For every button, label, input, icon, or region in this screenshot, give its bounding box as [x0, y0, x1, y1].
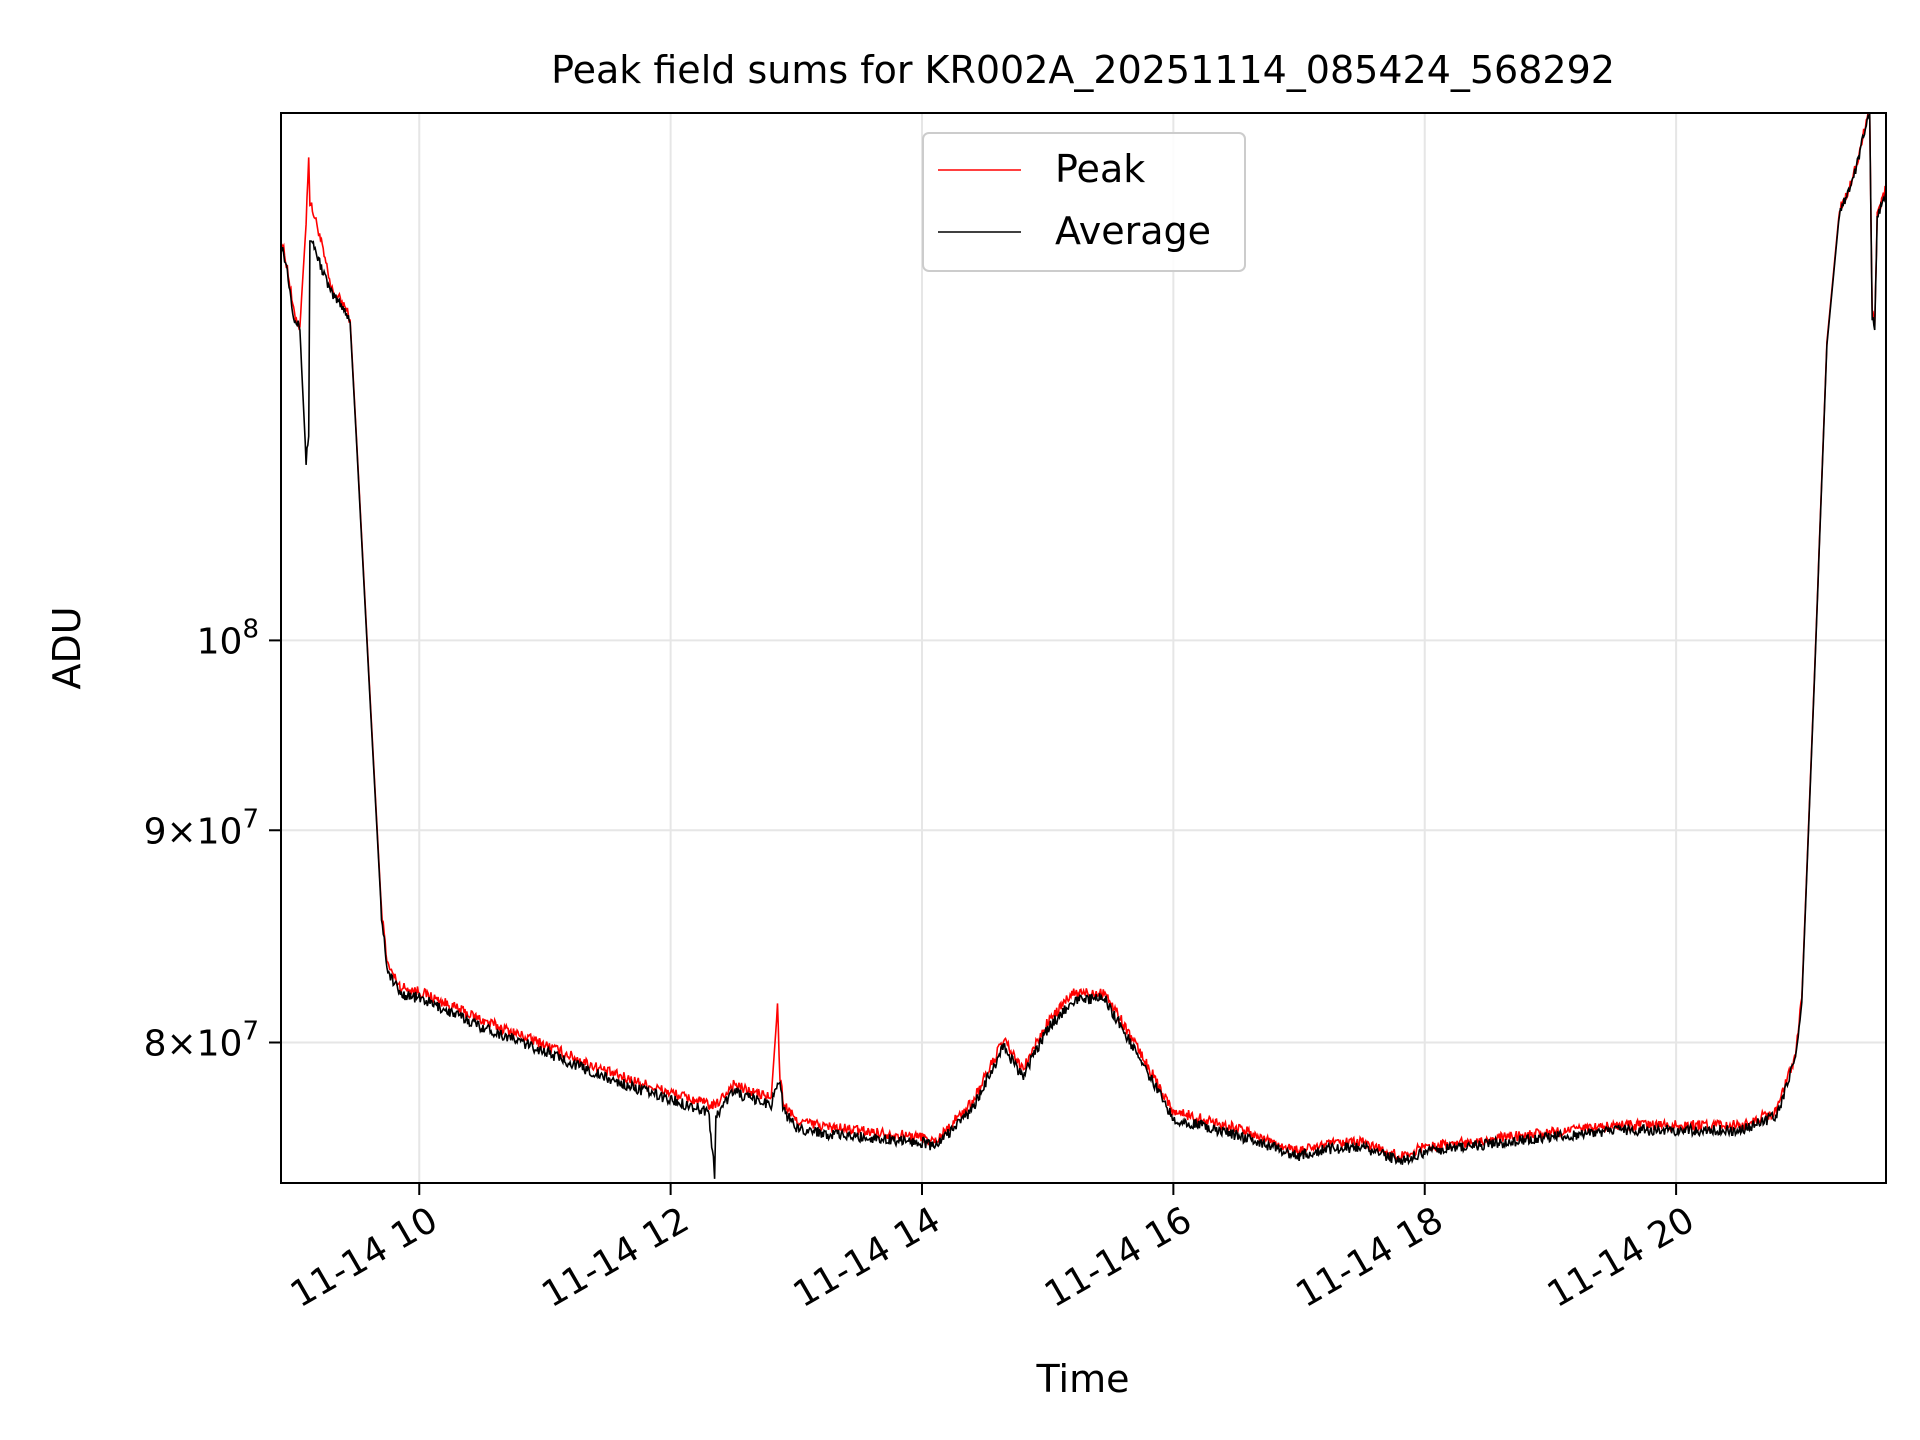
legend-box — [922, 132, 1246, 272]
y-tick-label: 8×107 — [144, 1017, 259, 1065]
x-axis-label: Time — [1036, 1357, 1130, 1401]
y-axis: 8×107 9×107 108 — [144, 614, 281, 1065]
grid-lines — [281, 113, 1886, 1183]
series-line-average — [281, 113, 1886, 1179]
plot-frame — [280, 112, 1887, 1184]
legend-label-peak: Peak — [1055, 147, 1145, 191]
y-tick-label: 9×107 — [144, 804, 259, 852]
plot-area — [281, 113, 1886, 1179]
chart-title: Peak field sums for KR002A_20251114_0854… — [551, 48, 1615, 92]
legend: Peak Average — [922, 132, 1246, 272]
series-lines — [281, 113, 1886, 1179]
legend-label-average: Average — [1055, 209, 1211, 253]
y-tick-label: 108 — [197, 614, 259, 662]
y-axis-label: ADU — [45, 606, 89, 689]
